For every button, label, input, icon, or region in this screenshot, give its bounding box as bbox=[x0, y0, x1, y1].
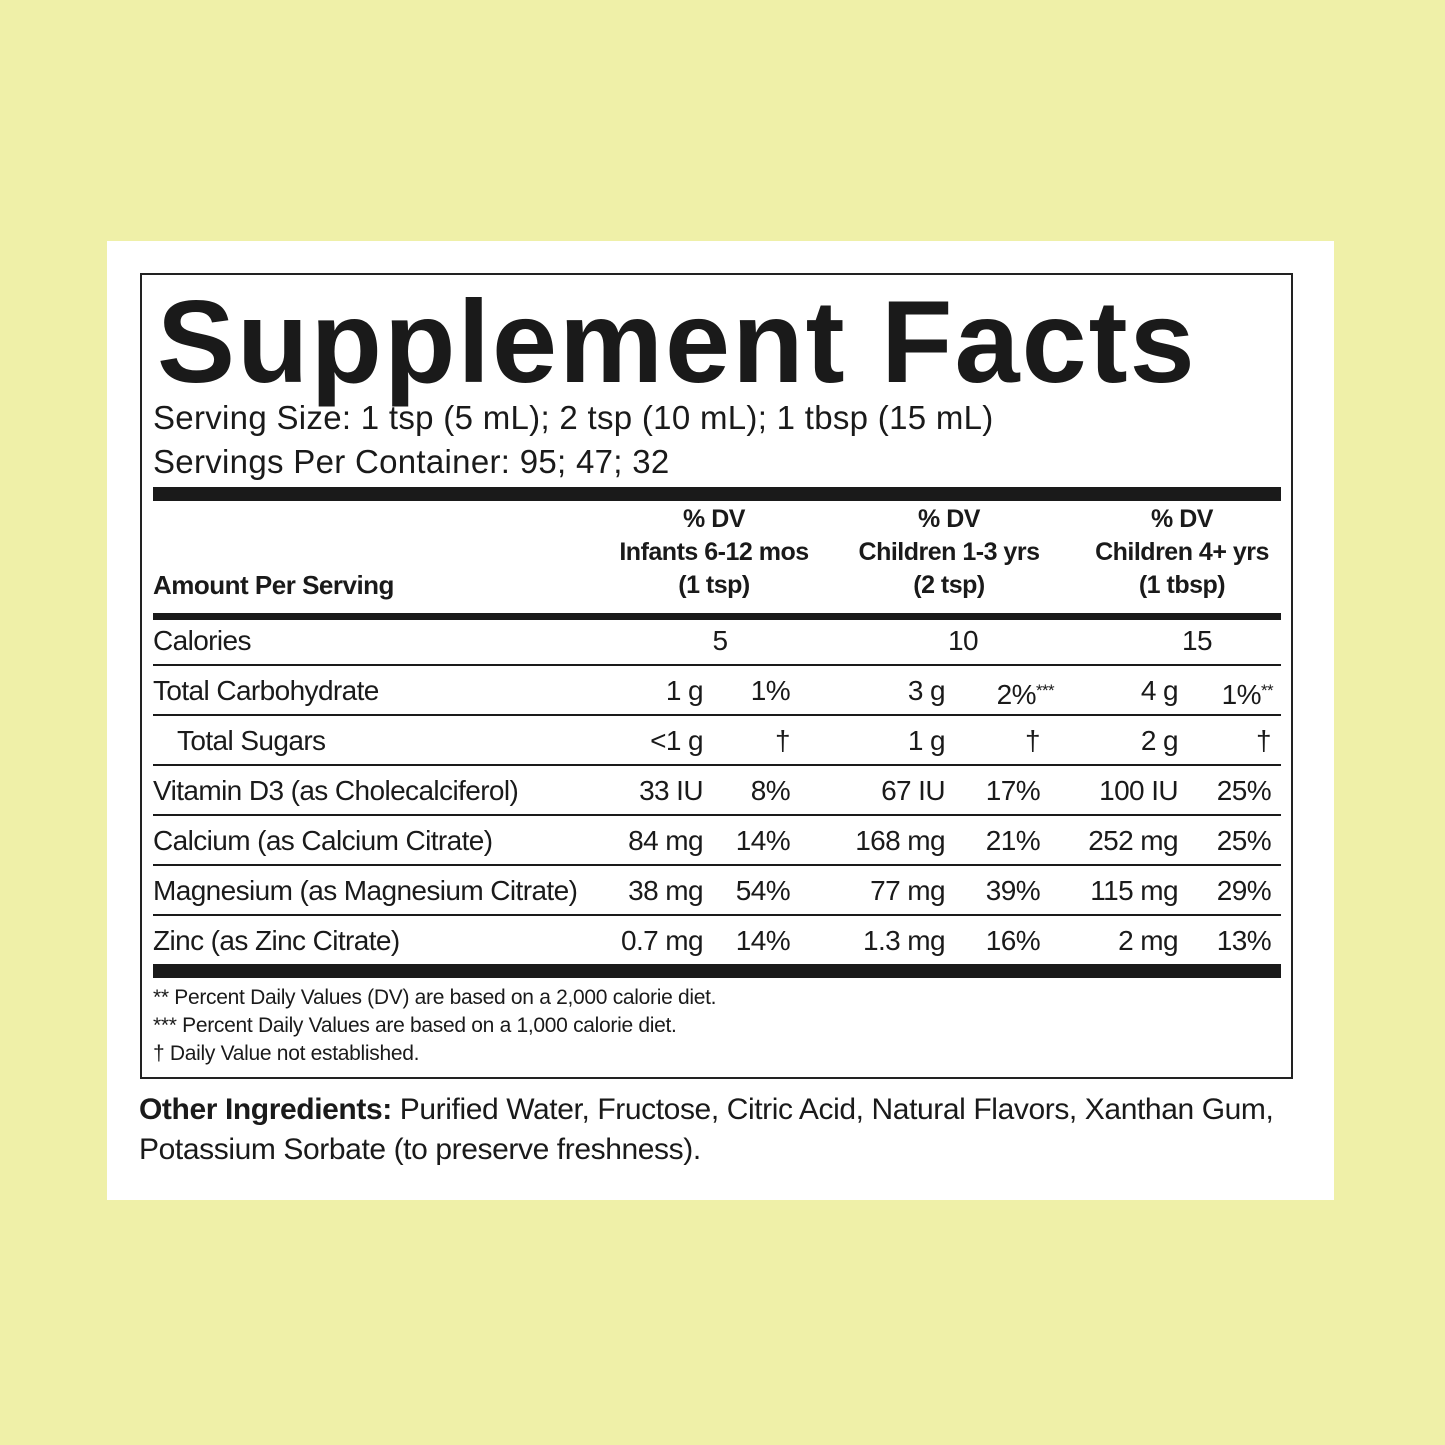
other-ingredients-label: Other Ingredients: bbox=[139, 1093, 392, 1126]
daily-value-percent: † bbox=[920, 724, 1041, 758]
daily-value-percent: 25% bbox=[1151, 774, 1272, 808]
column-header-group: Children 1-3 yrs bbox=[858, 538, 1040, 566]
label-card bbox=[107, 241, 1334, 1200]
footnote-marker: *** bbox=[1035, 681, 1055, 700]
percent-text: 14% bbox=[735, 925, 791, 956]
column-header-group: Children 4+ yrs bbox=[1095, 538, 1269, 566]
calories-value: 10 bbox=[948, 625, 979, 656]
amount-value: <1 g bbox=[650, 725, 703, 756]
footnote: † Daily Value not established. bbox=[153, 1042, 420, 1065]
nutrient-label: Magnesium (as Magnesium Citrate) bbox=[153, 875, 578, 906]
daily-value-percent: † bbox=[1151, 724, 1272, 758]
daily-value-percent: 21% bbox=[920, 824, 1041, 858]
amount-value: 77 mg bbox=[870, 875, 945, 906]
percent-text: 29% bbox=[1216, 875, 1272, 906]
amount-value: 168 mg bbox=[855, 825, 945, 856]
divider-thick bbox=[153, 964, 1281, 978]
amount-value: 115 mg bbox=[1090, 875, 1178, 906]
percent-text: 1% bbox=[750, 675, 791, 706]
amount-value: 38 mg bbox=[628, 875, 703, 906]
nutrient-label: Total Carbohydrate bbox=[153, 675, 379, 706]
divider-medium bbox=[153, 613, 1281, 620]
nutrient-label: Calories bbox=[153, 625, 252, 656]
column-header-dv: % DV bbox=[918, 505, 980, 533]
nutrient-label: Vitamin D3 (as Cholecalciferol) bbox=[153, 775, 519, 806]
daily-value-percent: 1%** bbox=[1153, 674, 1274, 712]
amount-value: 1 g bbox=[907, 725, 946, 756]
percent-text: † bbox=[1256, 725, 1272, 756]
column-header-serving: (1 tbsp) bbox=[1138, 571, 1226, 599]
daily-value-percent: 25% bbox=[1151, 824, 1272, 858]
column-header-dv: % DV bbox=[1151, 505, 1213, 533]
daily-value-percent: 39% bbox=[920, 874, 1041, 908]
footnote: *** Percent Daily Values are based on a … bbox=[153, 1014, 677, 1037]
percent-text: 25% bbox=[1216, 825, 1272, 856]
daily-value-percent: 14% bbox=[670, 824, 791, 858]
column-header-serving: (1 tsp) bbox=[678, 571, 750, 599]
daily-value-percent: 2%*** bbox=[934, 674, 1055, 712]
servings-per-container: Servings Per Container: 95; 47; 32 bbox=[153, 443, 670, 480]
percent-text: 39% bbox=[985, 875, 1041, 906]
divider-thick bbox=[153, 487, 1281, 501]
percent-text: 54% bbox=[735, 875, 791, 906]
amount-value: 1 g bbox=[665, 675, 704, 706]
percent-text: 25% bbox=[1216, 775, 1272, 806]
percent-text: 2% bbox=[996, 679, 1037, 710]
daily-value-percent: † bbox=[670, 724, 791, 758]
amount-value: 252 mg bbox=[1088, 825, 1178, 856]
daily-value-percent: 17% bbox=[920, 774, 1041, 808]
percent-text: † bbox=[775, 725, 791, 756]
daily-value-percent: 14% bbox=[670, 924, 791, 958]
supplement-facts-panel bbox=[140, 273, 1293, 1079]
amount-value: 3 g bbox=[907, 675, 946, 706]
percent-text: 13% bbox=[1216, 925, 1272, 956]
divider-thin bbox=[153, 764, 1281, 766]
percent-text: 14% bbox=[735, 825, 791, 856]
amount-per-serving-header: Amount Per Serving bbox=[153, 570, 394, 600]
nutrient-label: Total Sugars bbox=[177, 725, 326, 756]
amount-value: 4 g bbox=[1140, 675, 1179, 706]
divider-thin bbox=[153, 864, 1281, 866]
amount-value: 100 IU bbox=[1099, 775, 1179, 806]
footnote-marker: ** bbox=[1260, 681, 1274, 700]
amount-value: 0.7 mg bbox=[621, 925, 704, 956]
amount-value: 2 g bbox=[1140, 725, 1179, 756]
column-header-group: Infants 6-12 mos bbox=[619, 538, 809, 566]
column-header-serving: (2 tsp) bbox=[913, 571, 985, 599]
daily-value-percent: 1% bbox=[670, 674, 791, 708]
calories-value: 15 bbox=[1182, 625, 1213, 656]
divider-thin bbox=[153, 714, 1281, 716]
amount-value: 1.3 mg bbox=[863, 925, 946, 956]
divider-thin bbox=[153, 814, 1281, 816]
daily-value-percent: 16% bbox=[920, 924, 1041, 958]
percent-text: 16% bbox=[985, 925, 1041, 956]
calories-value: 5 bbox=[712, 625, 729, 656]
percent-text: 21% bbox=[985, 825, 1041, 856]
other-ingredients-text: Purified Water, Fructose, Citric Acid, N… bbox=[391, 1093, 1274, 1126]
amount-value: 84 mg bbox=[628, 825, 703, 856]
nutrient-label: Calcium (as Calcium Citrate) bbox=[153, 825, 493, 856]
page-title: Supplement Facts bbox=[157, 276, 1197, 407]
other-ingredients: Other Ingredients: Purified Water, Fruct… bbox=[139, 1090, 1274, 1130]
footnote: ** Percent Daily Values (DV) are based o… bbox=[153, 986, 717, 1009]
percent-text: 17% bbox=[985, 775, 1041, 806]
amount-value: 2 mg bbox=[1118, 925, 1178, 956]
column-header-dv: % DV bbox=[683, 505, 745, 533]
amount-value: 67 IU bbox=[881, 775, 946, 806]
amount-value: 33 IU bbox=[639, 775, 704, 806]
serving-size: Serving Size: 1 tsp (5 mL); 2 tsp (10 mL… bbox=[153, 399, 994, 436]
percent-text: † bbox=[1025, 725, 1041, 756]
percent-text: 8% bbox=[750, 775, 791, 806]
daily-value-percent: 54% bbox=[670, 874, 791, 908]
nutrient-label: Zinc (as Zinc Citrate) bbox=[153, 925, 400, 956]
daily-value-percent: 8% bbox=[670, 774, 791, 808]
divider-thin bbox=[153, 914, 1281, 916]
daily-value-percent: 13% bbox=[1151, 924, 1272, 958]
percent-text: 1% bbox=[1221, 679, 1262, 710]
divider-thin bbox=[153, 664, 1281, 666]
daily-value-percent: 29% bbox=[1151, 874, 1272, 908]
other-ingredients-text: Potassium Sorbate (to preserve freshness… bbox=[139, 1133, 701, 1166]
